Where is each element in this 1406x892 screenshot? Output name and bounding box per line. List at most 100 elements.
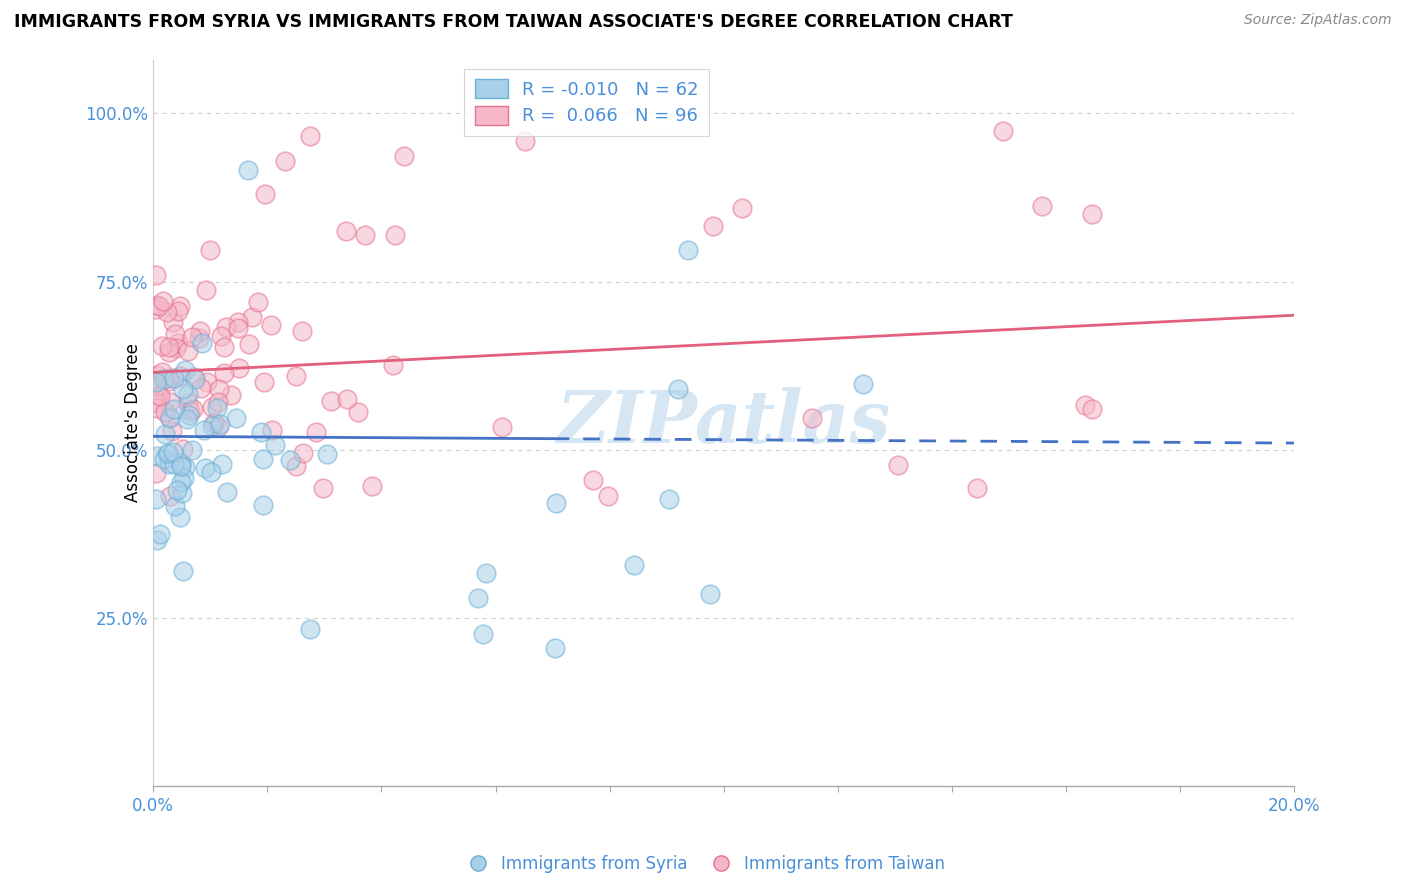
Point bbox=[215, 320, 238, 334]
Point bbox=[212, 366, 235, 380]
Point bbox=[146, 401, 169, 416]
Point bbox=[544, 496, 567, 510]
Point bbox=[163, 370, 186, 384]
Point bbox=[146, 449, 169, 463]
Point bbox=[157, 374, 180, 388]
Point bbox=[292, 445, 315, 459]
Point bbox=[319, 393, 342, 408]
Point bbox=[153, 427, 176, 442]
Point bbox=[145, 467, 167, 481]
Point bbox=[145, 533, 167, 547]
Point bbox=[353, 227, 375, 242]
Point bbox=[170, 475, 193, 489]
Point bbox=[145, 395, 167, 409]
Point bbox=[658, 491, 681, 506]
Point bbox=[207, 420, 229, 434]
Point bbox=[172, 564, 194, 578]
Text: IMMIGRANTS FROM SYRIA VS IMMIGRANTS FROM TAIWAN ASSOCIATE'S DEGREE CORRELATION C: IMMIGRANTS FROM SYRIA VS IMMIGRANTS FROM… bbox=[14, 13, 1012, 31]
Point bbox=[169, 456, 191, 470]
Point bbox=[544, 641, 567, 656]
Point bbox=[316, 447, 339, 461]
Point bbox=[183, 369, 205, 384]
Point bbox=[475, 566, 498, 580]
Point bbox=[598, 489, 620, 503]
Point bbox=[260, 318, 283, 333]
Point bbox=[200, 465, 222, 479]
Point bbox=[165, 341, 187, 355]
Point bbox=[152, 452, 174, 467]
Point bbox=[211, 458, 233, 472]
Point bbox=[226, 321, 249, 335]
Point bbox=[157, 371, 180, 385]
Point bbox=[184, 372, 207, 386]
Point bbox=[209, 329, 232, 343]
Point bbox=[190, 380, 212, 394]
Legend: R = -0.010   N = 62, R =  0.066   N = 96: R = -0.010 N = 62, R = 0.066 N = 96 bbox=[464, 69, 710, 136]
Point bbox=[731, 201, 754, 215]
Point bbox=[623, 558, 645, 573]
Point bbox=[173, 470, 195, 484]
Point bbox=[299, 622, 322, 636]
Point bbox=[273, 153, 295, 168]
Point bbox=[174, 460, 197, 475]
Point bbox=[467, 591, 489, 605]
Point bbox=[145, 268, 167, 282]
Point bbox=[145, 368, 167, 382]
Point bbox=[165, 499, 187, 513]
Point bbox=[177, 386, 200, 401]
Point bbox=[179, 408, 201, 422]
Point bbox=[159, 395, 181, 409]
Point bbox=[179, 404, 201, 418]
Point bbox=[299, 128, 322, 143]
Point bbox=[149, 526, 172, 541]
Point bbox=[176, 412, 198, 426]
Point bbox=[157, 340, 180, 354]
Point bbox=[253, 187, 276, 202]
Point bbox=[852, 376, 875, 391]
Point bbox=[169, 369, 191, 384]
Point bbox=[207, 395, 229, 409]
Point bbox=[242, 310, 264, 324]
Point bbox=[198, 243, 221, 257]
Point bbox=[149, 388, 172, 402]
Point bbox=[250, 425, 273, 439]
Point bbox=[252, 499, 274, 513]
Point bbox=[157, 457, 180, 471]
Point bbox=[208, 417, 231, 431]
Point bbox=[285, 458, 308, 473]
Point bbox=[384, 228, 406, 243]
Point bbox=[360, 479, 382, 493]
Point bbox=[221, 388, 243, 402]
Point bbox=[159, 489, 181, 503]
Point bbox=[145, 375, 167, 389]
Point bbox=[170, 458, 193, 473]
Point bbox=[966, 481, 988, 495]
Point bbox=[252, 451, 274, 466]
Point bbox=[260, 424, 283, 438]
Point bbox=[157, 410, 180, 425]
Point bbox=[228, 315, 250, 329]
Point bbox=[1081, 401, 1104, 416]
Point bbox=[166, 483, 188, 498]
Point bbox=[291, 324, 314, 338]
Point bbox=[491, 420, 513, 434]
Point bbox=[212, 340, 235, 354]
Point bbox=[1031, 199, 1053, 213]
Point bbox=[145, 302, 167, 317]
Point bbox=[160, 424, 183, 438]
Point bbox=[394, 149, 416, 163]
Point bbox=[150, 365, 173, 379]
Point bbox=[162, 314, 184, 328]
Point bbox=[201, 419, 224, 434]
Point bbox=[156, 446, 179, 460]
Point bbox=[228, 361, 250, 376]
Point bbox=[225, 411, 247, 425]
Point bbox=[163, 457, 186, 471]
Point bbox=[191, 336, 214, 351]
Point bbox=[347, 405, 370, 419]
Point bbox=[195, 283, 218, 297]
Point bbox=[1073, 398, 1095, 412]
Point bbox=[169, 510, 191, 524]
Point bbox=[702, 219, 724, 233]
Point bbox=[278, 452, 301, 467]
